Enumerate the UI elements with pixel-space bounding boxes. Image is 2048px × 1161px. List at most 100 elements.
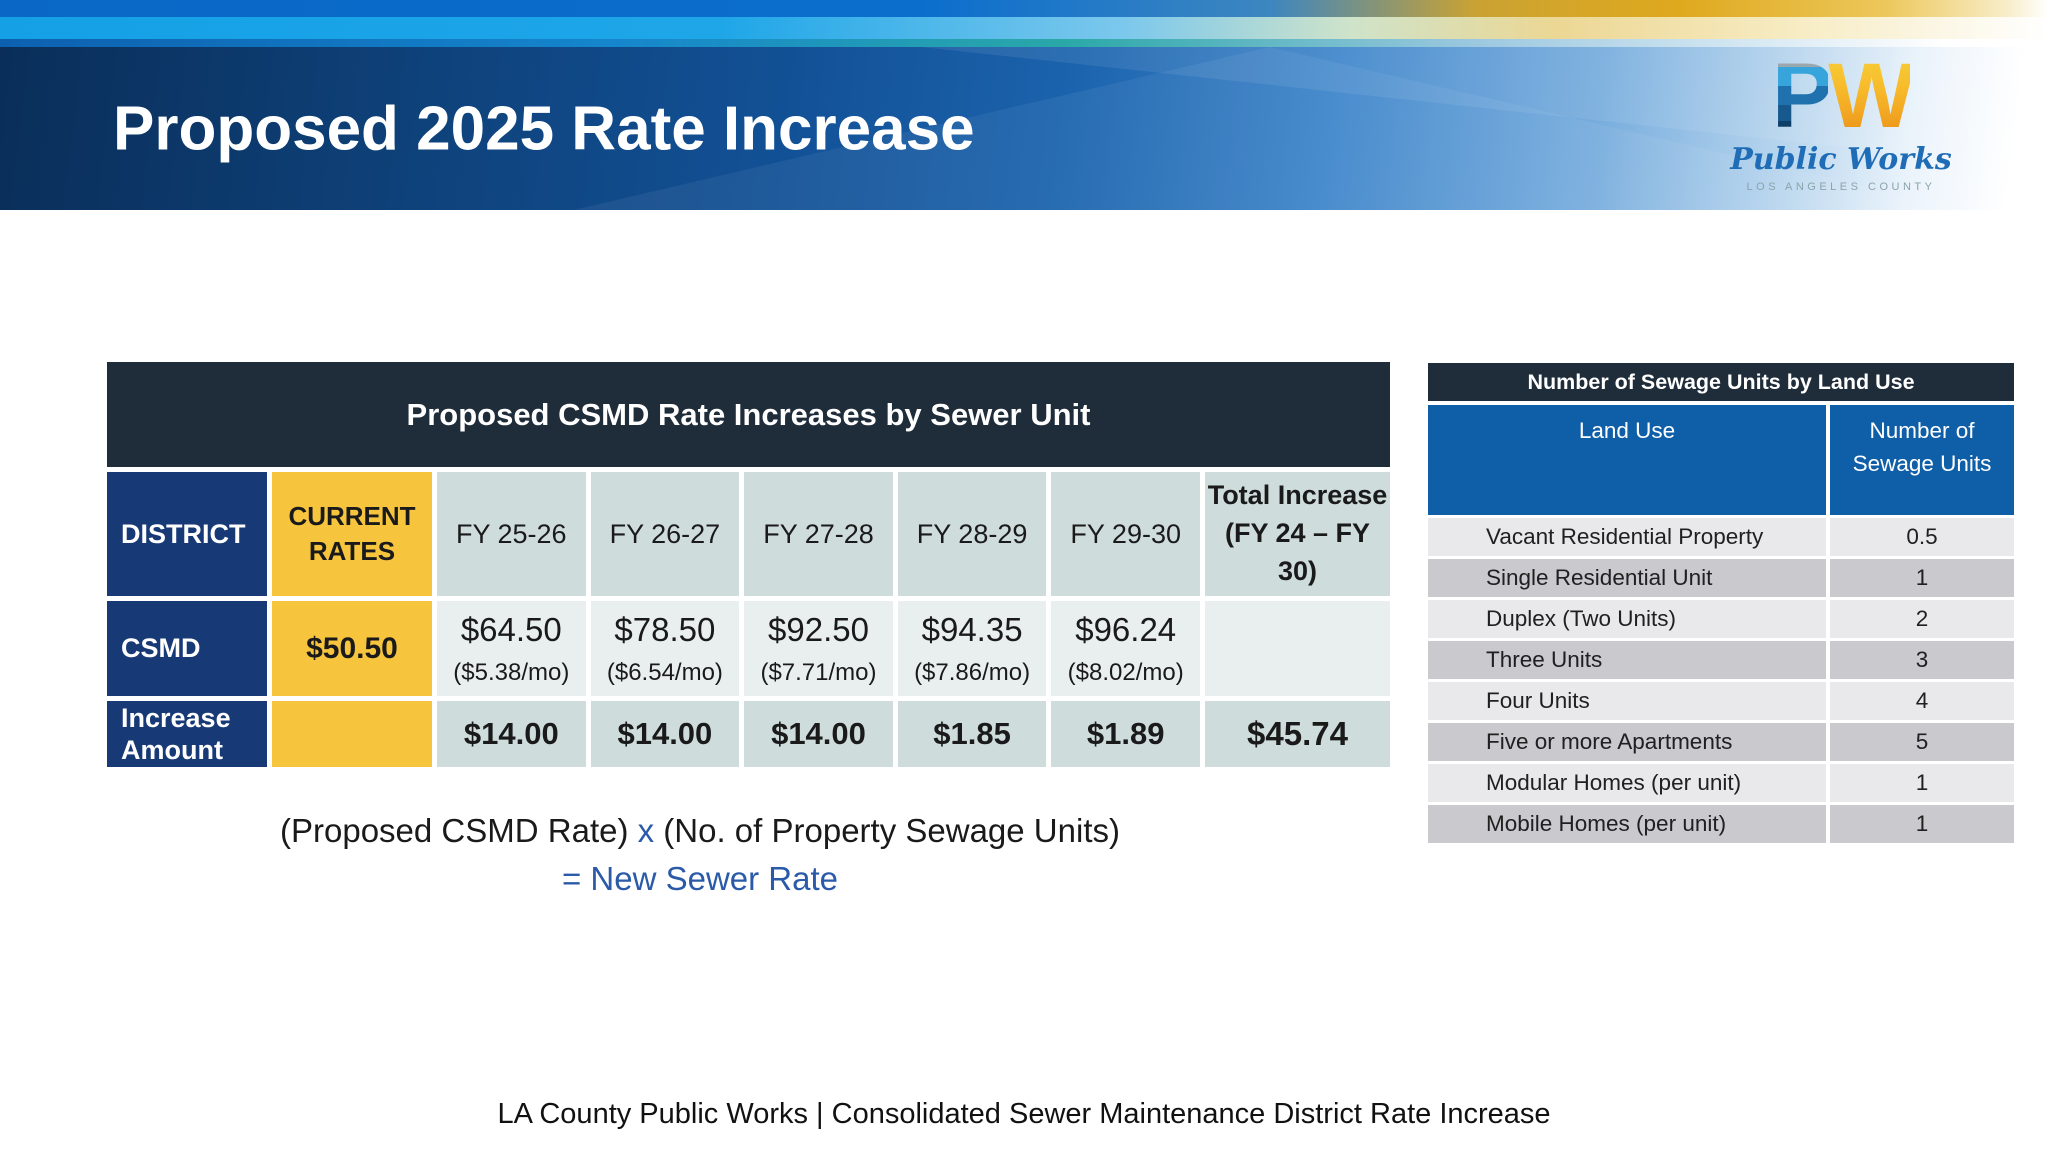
page-title: Proposed 2025 Rate Increase xyxy=(113,94,975,163)
units-cell: 4 xyxy=(1830,682,2014,720)
increase-amount-line2: Amount xyxy=(121,735,223,765)
increase-fy-27-28: $14.00 xyxy=(744,701,893,767)
units-cell: 1 xyxy=(1830,559,2014,597)
col-header-fy-29-30: FY 29-30 xyxy=(1051,472,1200,596)
col-header-fy-28-29: FY 28-29 xyxy=(897,472,1047,596)
increase-value: $1.89 xyxy=(1086,716,1165,751)
increase-total: $45.74 xyxy=(1205,701,1390,767)
col-header-land-use: Land Use xyxy=(1428,405,1826,515)
monthly-rate: ($7.71/mo) xyxy=(760,658,877,686)
col-header-fy-26-27: FY 26-27 xyxy=(590,472,740,596)
land-use-cell: Duplex (Two Units) xyxy=(1428,600,1826,638)
col-header-district: DISTRICT xyxy=(107,472,267,596)
increase-fy-28-29: $1.85 xyxy=(897,701,1047,767)
col-header-fy-25-26: FY 25-26 xyxy=(437,472,586,596)
total-increase-line2: (FY 24 – FY 30) xyxy=(1224,518,1371,586)
units-cell: 1 xyxy=(1830,805,2014,843)
col-header-total-increase: Total Increase (FY 24 – FY 30) xyxy=(1205,472,1390,596)
annual-rate: $94.35 xyxy=(921,611,1023,649)
logo-subtitle: LOS ANGELES COUNTY xyxy=(1746,181,1936,194)
monthly-rate: ($7.86/mo) xyxy=(914,658,1031,686)
table-row: Mobile Homes (per unit) 1 xyxy=(1428,805,2014,843)
land-use-cell: Four Units xyxy=(1428,682,1826,720)
logo-letter-w: W xyxy=(1828,45,1915,147)
increase-fy-25-26: $14.00 xyxy=(437,701,586,767)
sewage-table-title: Number of Sewage Units by Land Use xyxy=(1428,363,2014,401)
rate-table-title: Proposed CSMD Rate Increases by Sewer Un… xyxy=(107,362,1390,467)
increase-value: $1.85 xyxy=(933,716,1011,751)
increase-current-empty-cell xyxy=(272,701,432,767)
monthly-rate: ($6.54/mo) xyxy=(606,658,723,686)
csmd-current-rate-cell: $50.50 xyxy=(272,601,432,696)
table-row: Four Units 4 xyxy=(1428,682,2014,720)
increase-fy-29-30: $1.89 xyxy=(1051,701,1200,767)
increase-value: $14.00 xyxy=(771,716,866,751)
increase-amount-line1: Increase xyxy=(121,702,231,733)
units-cell: 3 xyxy=(1830,641,2014,679)
public-works-logo: P W Public Works LOS ANGELES COUNTY xyxy=(1726,45,1956,194)
formula-part2: (No. of Property Sewage Units) xyxy=(663,812,1120,849)
sewage-table-header: Land Use Number of Sewage Units xyxy=(1428,405,2014,515)
formula-result: = New Sewer Rate xyxy=(561,860,839,897)
formula-part1: (Proposed CSMD Rate) xyxy=(280,812,629,849)
units-cell: 5 xyxy=(1830,723,2014,761)
csmd-label: CSMD xyxy=(121,633,201,664)
table-row: Duplex (Two Units) 2 xyxy=(1428,600,2014,638)
increase-fy-26-27: $14.00 xyxy=(590,701,740,767)
current-rates-line1: CURRENT xyxy=(288,500,416,531)
table-row: Modular Homes (per unit) 1 xyxy=(1428,764,2014,802)
csmd-rate-fy-28-29: $94.35 ($7.86/mo) xyxy=(897,601,1047,696)
csmd-rate-fy-26-27: $78.50 ($6.54/mo) xyxy=(590,601,740,696)
increase-value: $14.00 xyxy=(463,716,559,751)
table-row: Three Units 3 xyxy=(1428,641,2014,679)
monthly-rate: ($8.02/mo) xyxy=(1067,658,1184,686)
header-banner: Proposed 2025 Rate Increase P W Public W… xyxy=(0,47,2048,210)
rate-formula: (Proposed CSMD Rate) x (No. of Property … xyxy=(140,812,1260,898)
header-gradient-strip-middle xyxy=(0,17,2048,39)
header-gradient-strip-bottom xyxy=(0,39,2048,47)
district-header-label: DISTRICT xyxy=(121,518,246,549)
csmd-total-empty-cell xyxy=(1205,601,1390,696)
land-use-cell: Modular Homes (per unit) xyxy=(1428,764,1826,802)
csmd-current-rate: $50.50 xyxy=(306,631,398,665)
rate-table-grid: DISTRICT CURRENT RATES FY 25-26 FY 26-27… xyxy=(107,472,1390,767)
logo-wordmark: Public Works xyxy=(1730,142,1952,178)
total-increase-value: $45.74 xyxy=(1247,715,1348,752)
annual-rate: $96.24 xyxy=(1075,611,1177,649)
increase-value: $14.00 xyxy=(617,716,713,751)
pw-logo-icon: P W xyxy=(1771,45,1915,147)
units-cell: 0.5 xyxy=(1830,518,2014,556)
land-use-cell: Mobile Homes (per unit) xyxy=(1428,805,1826,843)
rate-increase-table: Proposed CSMD Rate Increases by Sewer Un… xyxy=(107,362,1390,767)
units-cell: 2 xyxy=(1830,600,2014,638)
row-label-increase-amount: Increase Amount xyxy=(107,701,267,767)
logo-letter-p: P xyxy=(1771,45,1833,147)
csmd-rate-fy-27-28: $92.50 ($7.71/mo) xyxy=(744,601,893,696)
monthly-rate: ($5.38/mo) xyxy=(453,658,570,686)
land-use-cell: Single Residential Unit xyxy=(1428,559,1826,597)
annual-rate: $78.50 xyxy=(614,611,716,649)
land-use-cell: Five or more Apartments xyxy=(1428,723,1826,761)
row-label-csmd: CSMD xyxy=(107,601,267,696)
table-row: Vacant Residential Property 0.5 xyxy=(1428,518,2014,556)
table-row: Five or more Apartments 5 xyxy=(1428,723,2014,761)
slide-footer: LA County Public Works | Consolidated Se… xyxy=(497,1098,1551,1130)
annual-rate: $92.50 xyxy=(768,611,869,649)
formula-operator: x xyxy=(637,812,655,849)
csmd-rate-fy-25-26: $64.50 ($5.38/mo) xyxy=(437,601,586,696)
sewage-table-rows: Vacant Residential Property 0.5 Single R… xyxy=(1428,518,2014,843)
header-gradient-strip-top xyxy=(0,0,2048,17)
land-use-cell: Three Units xyxy=(1428,641,1826,679)
table-row: Single Residential Unit 1 xyxy=(1428,559,2014,597)
sewage-units-table: Number of Sewage Units by Land Use Land … xyxy=(1428,363,2014,843)
csmd-rate-fy-29-30: $96.24 ($8.02/mo) xyxy=(1051,601,1200,696)
land-use-cell: Vacant Residential Property xyxy=(1428,518,1826,556)
current-rates-line2: RATES xyxy=(308,536,396,566)
col-header-number-of-sewage-units: Number of Sewage Units xyxy=(1830,405,2014,515)
col-header-fy-27-28: FY 27-28 xyxy=(744,472,893,596)
total-increase-line1: Total Increase xyxy=(1207,480,1388,511)
units-cell: 1 xyxy=(1830,764,2014,802)
col-header-current-rates: CURRENT RATES xyxy=(272,472,432,596)
formula-line1: (Proposed CSMD Rate) x (No. of Property … xyxy=(140,812,1260,850)
